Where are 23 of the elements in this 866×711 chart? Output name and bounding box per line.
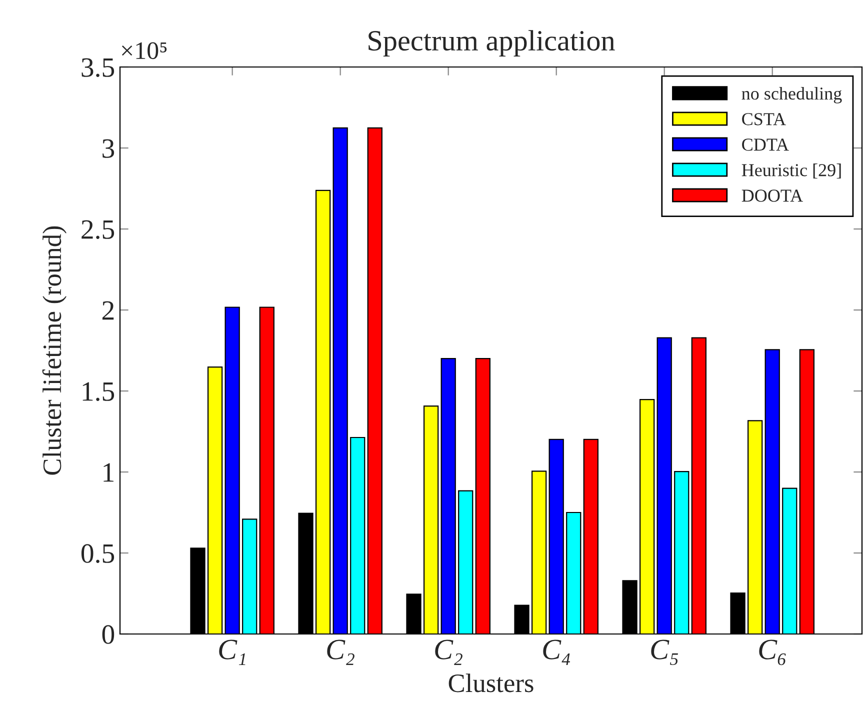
y-tick-label: 0 [102,625,114,644]
x-tick-label: C₂ [327,640,354,666]
x-tick-label: C₂ [435,640,462,666]
legend-label: Heuristic [29] [742,164,841,178]
y-tick-label: 2.5 [82,220,114,240]
y-tick-label: 3.5 [82,58,114,78]
legend-label: CSTA [742,113,786,126]
x-tick-label: C₁ [219,640,246,665]
y-tick-label: 1 [104,463,114,482]
x-tick-label: C₄ [543,640,570,666]
y-tick-label: 3 [102,139,114,158]
y-tick-label: 0.5 [81,544,114,564]
x-tick-label: C₆ [759,640,786,666]
text: ×10⁵ [122,42,167,60]
x-axis-title: Clusters [448,674,534,692]
x-tick-label: C₅ [651,640,678,666]
y-tick-label: 2 [102,301,114,320]
y-tick-label: 1.5 [82,382,114,402]
legend-label: no scheduling [742,86,842,104]
y-axis-title: Cluster lifetime (round) [42,226,67,475]
chart-title: Spectrum application [368,30,615,57]
legend-label: CDTA [742,138,789,151]
legend-label: DOOTA [742,190,803,202]
